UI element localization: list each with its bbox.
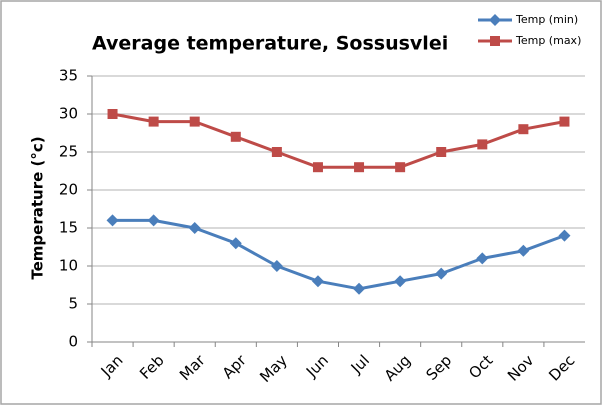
y-axis-label: Temperature (°c): [29, 136, 47, 279]
chart-title: Average temperature, Sossusvlei: [92, 33, 448, 55]
marker: [394, 275, 407, 288]
marker: [188, 222, 201, 234]
marker: [435, 267, 448, 280]
marker: [270, 260, 283, 272]
legend-label: Temp (min): [515, 13, 578, 26]
marker: [229, 237, 242, 250]
marker: [517, 244, 530, 257]
marker: [271, 147, 282, 157]
y-tick-label: 15: [59, 219, 78, 237]
marker: [559, 116, 570, 127]
marker: [518, 124, 529, 135]
marker: [477, 139, 488, 150]
series-line: [112, 112, 565, 169]
y-tick-label: 25: [59, 143, 78, 161]
marker: [353, 282, 366, 295]
marker: [558, 229, 571, 242]
marker: [106, 214, 119, 227]
marker: [311, 275, 324, 288]
marker: [148, 116, 159, 127]
marker: [312, 162, 323, 173]
marker: [107, 109, 118, 119]
marker: [476, 252, 489, 265]
y-tick-label: 20: [59, 181, 78, 199]
marker: [189, 116, 200, 127]
y-tick-label: 0: [68, 333, 78, 351]
y-tick-label: 5: [68, 295, 78, 313]
marker: [489, 14, 501, 26]
marker: [230, 131, 241, 142]
marker: [354, 162, 365, 173]
series-line: [112, 218, 565, 291]
marker: [147, 214, 160, 227]
marker: [436, 147, 447, 157]
y-tick-label: 10: [59, 257, 78, 275]
y-tick-label: 35: [59, 67, 78, 85]
marker: [395, 162, 406, 173]
legend-label: Temp (max): [515, 34, 581, 47]
y-tick-label: 30: [59, 105, 78, 123]
marker: [490, 36, 500, 46]
